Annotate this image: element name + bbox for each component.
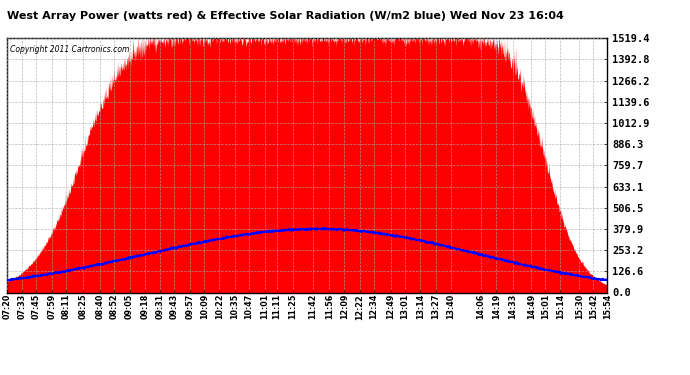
Text: Copyright 2011 Cartronics.com: Copyright 2011 Cartronics.com xyxy=(10,45,129,54)
Text: West Array Power (watts red) & Effective Solar Radiation (W/m2 blue) Wed Nov 23 : West Array Power (watts red) & Effective… xyxy=(7,11,564,21)
